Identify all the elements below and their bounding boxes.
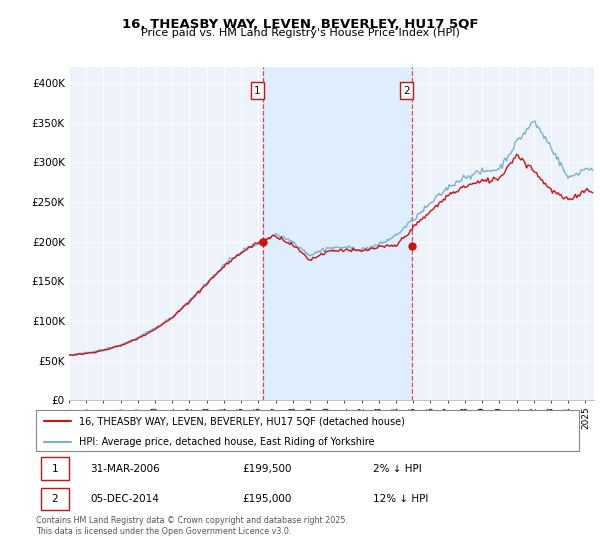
Text: 1: 1 [254,86,261,96]
Text: 16, THEASBY WAY, LEVEN, BEVERLEY, HU17 5QF: 16, THEASBY WAY, LEVEN, BEVERLEY, HU17 5… [122,18,478,31]
FancyBboxPatch shape [36,410,579,451]
Text: 2: 2 [52,494,58,504]
Text: £199,500: £199,500 [242,464,292,474]
Text: Price paid vs. HM Land Registry's House Price Index (HPI): Price paid vs. HM Land Registry's House … [140,28,460,38]
Text: 12% ↓ HPI: 12% ↓ HPI [373,494,428,504]
Text: 2: 2 [403,86,410,96]
Text: 16, THEASBY WAY, LEVEN, BEVERLEY, HU17 5QF (detached house): 16, THEASBY WAY, LEVEN, BEVERLEY, HU17 5… [79,417,406,426]
Text: Contains HM Land Registry data © Crown copyright and database right 2025.
This d: Contains HM Land Registry data © Crown c… [36,516,348,536]
Text: 2% ↓ HPI: 2% ↓ HPI [373,464,421,474]
FancyBboxPatch shape [41,458,68,480]
Bar [263,67,412,400]
FancyBboxPatch shape [41,488,68,511]
Text: 31-MAR-2006: 31-MAR-2006 [91,464,160,474]
Text: 05-DEC-2014: 05-DEC-2014 [91,494,159,504]
Text: £195,000: £195,000 [242,494,292,504]
Text: HPI: Average price, detached house, East Riding of Yorkshire: HPI: Average price, detached house, East… [79,437,375,447]
Text: 1: 1 [52,464,58,474]
